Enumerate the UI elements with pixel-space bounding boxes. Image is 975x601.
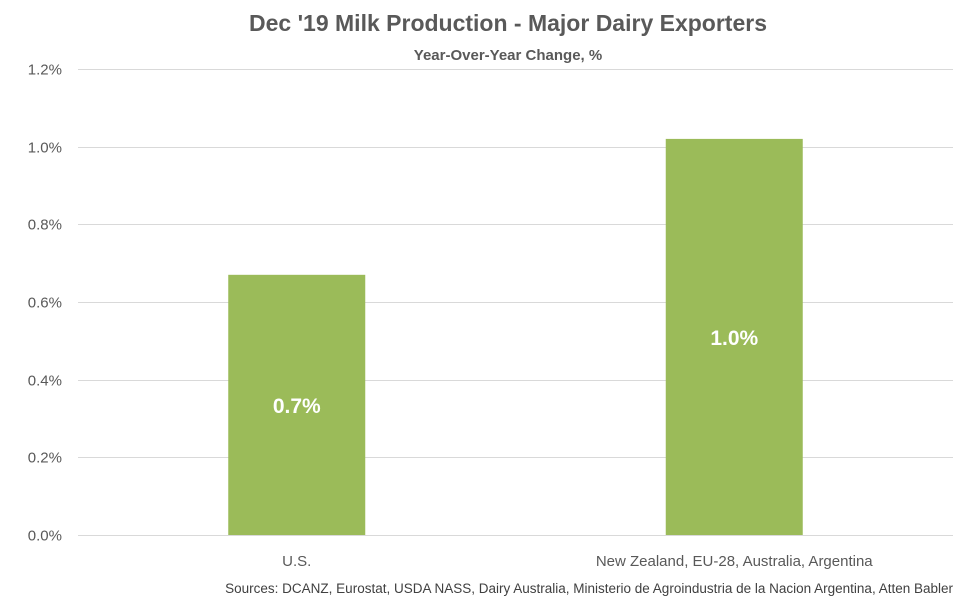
y-tick-label: 0.6% xyxy=(28,295,62,312)
data-label: 1.0% xyxy=(710,327,758,350)
y-tick-label: 0.2% xyxy=(28,450,62,467)
x-axis-ticks: U.S. New Zealand, EU-28, Australia, Argen… xyxy=(282,553,873,570)
bar xyxy=(228,274,366,535)
y-tick-label: 0.4% xyxy=(28,373,62,390)
x-tick-label: New Zealand, EU-28, Australia, Argentina xyxy=(596,553,873,570)
source-note: Sources: DCANZ, Eurostat, USDA NASS, Dai… xyxy=(225,581,953,596)
y-tick-label: 0.0% xyxy=(28,528,62,545)
bars: 0.7% 1.0% xyxy=(228,138,803,535)
y-axis-ticks: 0.0% 0.2% 0.4% 0.6% 0.8% 1.0% 1.2% xyxy=(28,62,62,545)
x-tick-label: U.S. xyxy=(282,553,311,570)
y-tick-label: 1.0% xyxy=(28,140,62,157)
y-tick-label: 0.8% xyxy=(28,217,62,234)
gridlines xyxy=(78,69,953,536)
chart-title: Dec '19 Milk Production - Major Dairy Ex… xyxy=(249,10,767,36)
bar xyxy=(665,138,803,535)
data-label: 0.7% xyxy=(273,395,321,418)
y-tick-label: 1.2% xyxy=(28,62,62,79)
chart-subtitle: Year-Over-Year Change, % xyxy=(414,47,602,64)
